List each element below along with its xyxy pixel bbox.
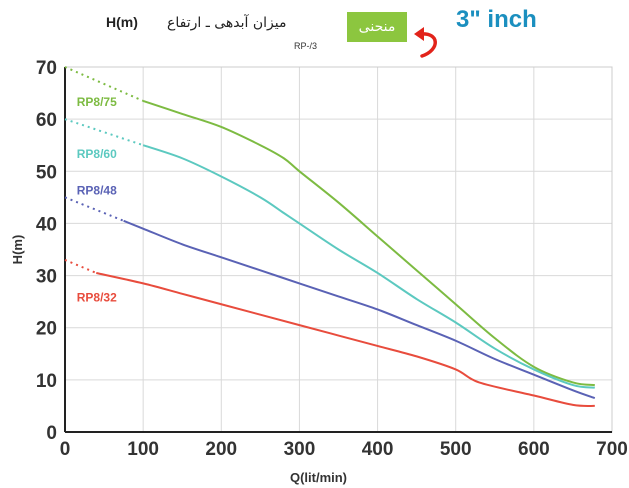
x-tick-label: 100	[127, 439, 159, 460]
series-label: RP8/48	[77, 184, 117, 198]
x-axis-title: Q(lit/min)	[290, 470, 347, 485]
x-tick-label: 300	[284, 439, 316, 460]
y-axis-title: H(m)	[10, 235, 25, 265]
series-label: RP8/75	[77, 95, 117, 109]
series-label: RP8/32	[77, 290, 117, 304]
series-rp8-32-extrapolated-line	[64, 259, 97, 274]
y-tick-label: 70	[36, 58, 57, 79]
x-tick-label: 500	[440, 439, 472, 460]
y-tick-label: 40	[36, 214, 57, 235]
series-rp8-48-extrapolated-line	[64, 196, 124, 222]
series-rp8-75-extrapolated-line	[64, 66, 144, 102]
x-tick-label: 0	[60, 439, 71, 460]
header-unit-label: H(m)	[106, 14, 138, 30]
series-rp8-60-extrapolated-line	[64, 118, 144, 147]
series-label: RP8/60	[77, 147, 117, 161]
y-tick-label: 20	[36, 319, 57, 340]
y-tick-label: 0	[46, 423, 57, 444]
header-title: میزان آبدهی ـ ارتفاع	[167, 15, 287, 31]
y-tick-label: 50	[36, 162, 57, 183]
model-code: RP-/3	[294, 41, 318, 51]
pump-size-label: 3" inch	[456, 6, 537, 33]
series-rp8-48-line	[123, 219, 596, 400]
x-tick-label: 700	[596, 439, 628, 460]
x-tick-label: 400	[362, 439, 394, 460]
series-rp8-60-line	[142, 144, 595, 389]
y-tick-label: 10	[36, 371, 57, 392]
y-tick-label: 30	[36, 267, 57, 288]
series-rp8-75-line	[142, 99, 595, 387]
x-tick-label: 200	[205, 439, 237, 460]
curved-arrow-icon	[414, 27, 437, 58]
x-tick-label: 600	[518, 439, 550, 460]
y-tick-label: 60	[36, 110, 57, 131]
curve-badge: منحنی	[347, 12, 407, 42]
series-rp8-32-line	[96, 271, 595, 407]
